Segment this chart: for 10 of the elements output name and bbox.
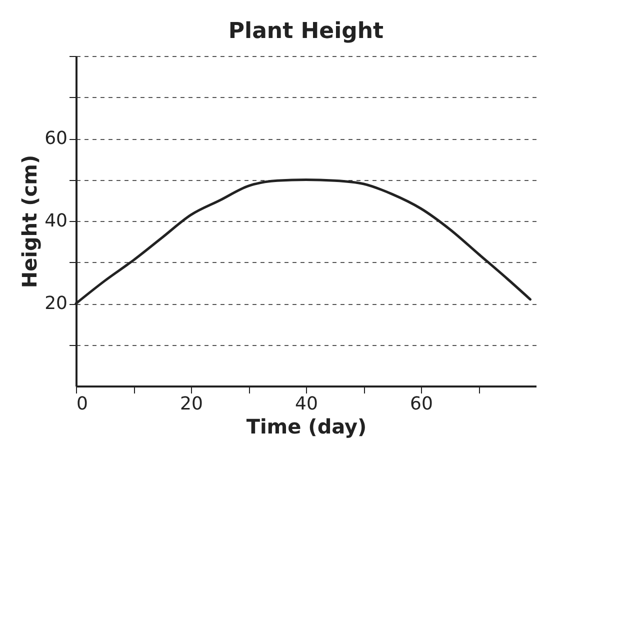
x-tick-label: 40 bbox=[295, 394, 318, 414]
y-tick-label: 20 bbox=[44, 293, 68, 314]
x-tick-label: 20 bbox=[180, 394, 203, 414]
x-tick-label: 0 bbox=[76, 394, 88, 414]
x-axis-title: Time (day) bbox=[246, 414, 367, 438]
y-tick-label: 60 bbox=[44, 128, 68, 149]
x-tick-label: 60 bbox=[410, 394, 433, 414]
y-tick-label: 40 bbox=[44, 210, 68, 232]
y-axis-title: Height (cm) bbox=[18, 154, 42, 288]
chart-title: Plant Height bbox=[228, 19, 384, 44]
